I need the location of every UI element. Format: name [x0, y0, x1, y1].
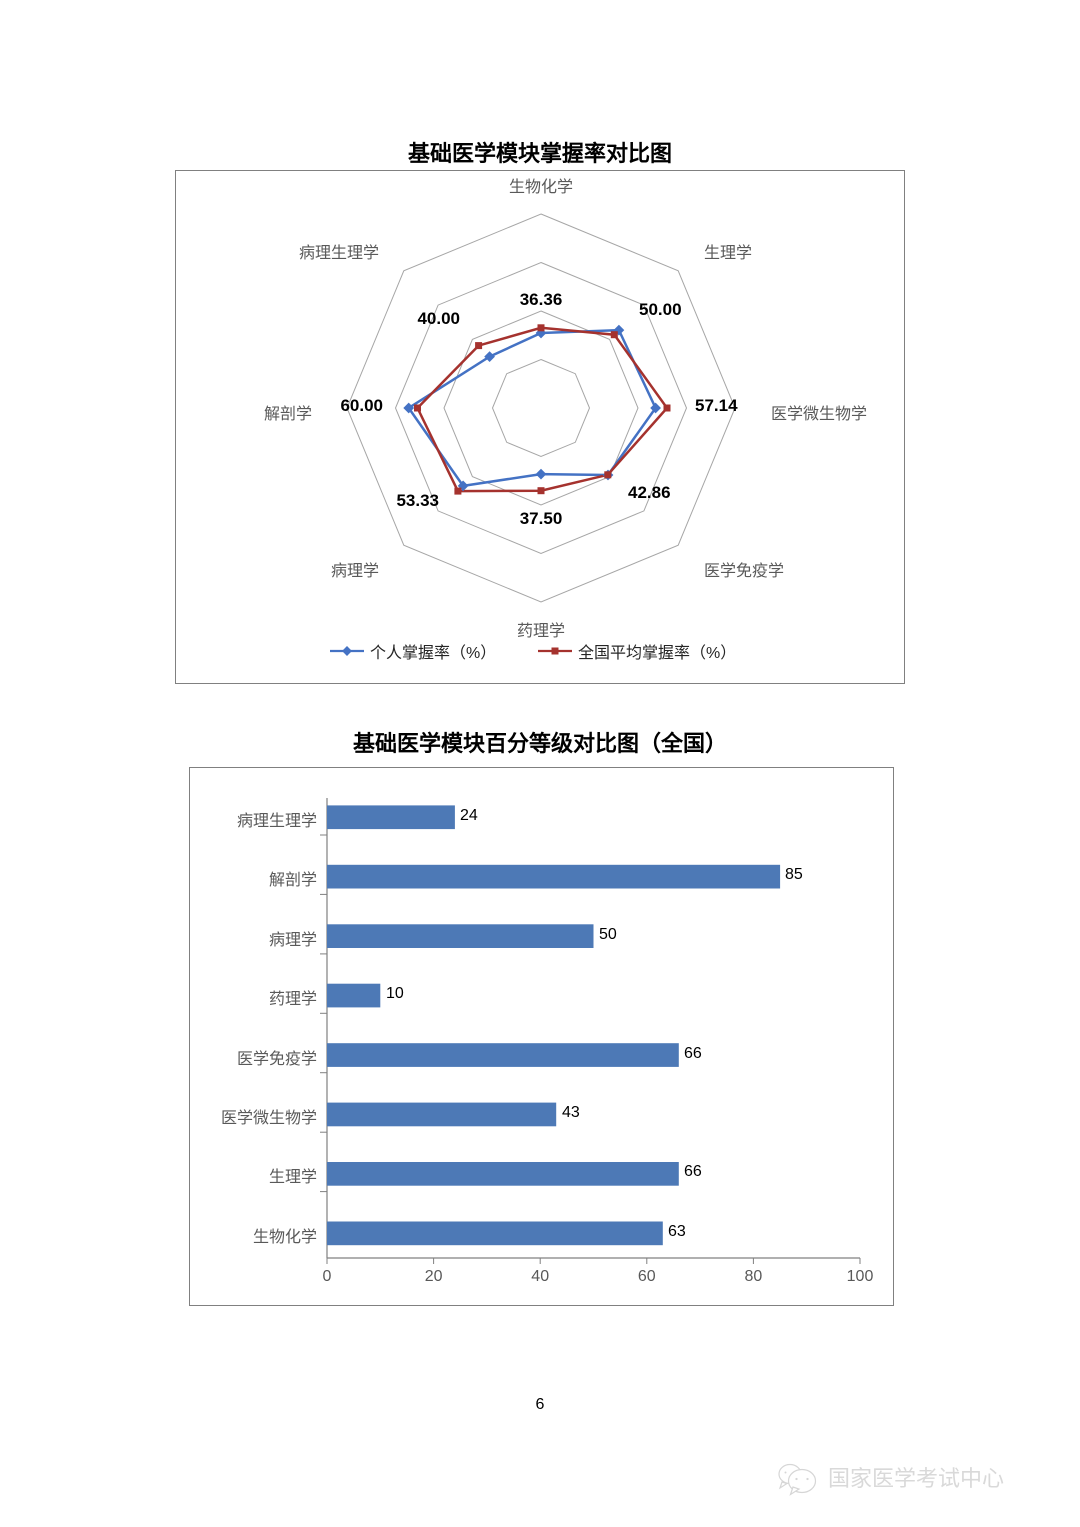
svg-text:国家医学考试中心: 国家医学考试中心	[828, 1466, 1004, 1491]
